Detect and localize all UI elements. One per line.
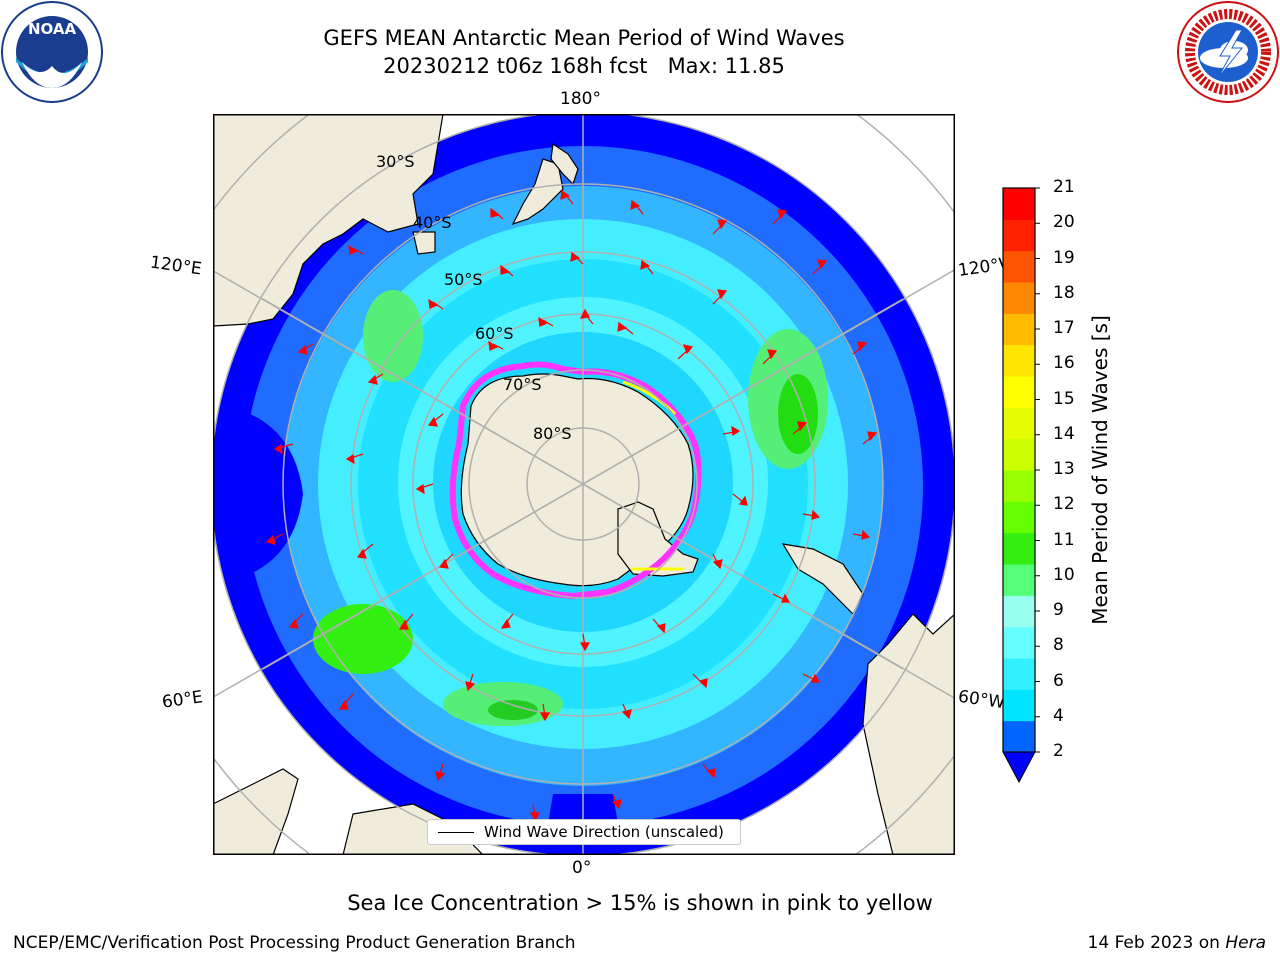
- map-legend: Wind Wave Direction (unscaled): [427, 819, 741, 845]
- colorbar-bin: [1003, 470, 1035, 502]
- colorbar-bin: [1003, 438, 1035, 471]
- colorbar-tick-label: 2: [1053, 741, 1064, 761]
- lon-label-180: 180°: [560, 89, 601, 109]
- colorbar-tick-label: 21: [1053, 177, 1075, 197]
- chart-title: GEFS MEAN Antarctic Mean Period of Wind …: [323, 26, 845, 50]
- chart-subtitle: 20230212 t06z 168h fcst Max: 11.85: [383, 54, 785, 78]
- colorbar-tick-label: 18: [1053, 282, 1075, 303]
- colorbar-bin: [1003, 720, 1035, 753]
- africa-land: [213, 768, 299, 855]
- noaa-logo-text: NOAA: [28, 20, 77, 38]
- legend-line-icon: [438, 831, 474, 833]
- colorbar-tick-label: 12: [1053, 494, 1075, 515]
- arrow-ring-outer: [265, 189, 878, 822]
- colorbar-extend-triangle: [1002, 751, 1036, 784]
- colorbar-bin: [1003, 313, 1035, 346]
- sea-ice-yellow-east: [622, 380, 677, 416]
- colorbar-bin: [1003, 376, 1035, 408]
- footer-date-text: 14 Feb 2023 on: [1087, 933, 1226, 953]
- lon-label-0: 0°: [572, 858, 592, 878]
- colorbar-bin: [1003, 282, 1035, 314]
- antarctic-peninsula: [617, 501, 699, 577]
- lat-label-30s: 30°S: [376, 152, 415, 171]
- colorbar-bin: [1003, 501, 1035, 534]
- colorbar-bin: [1003, 250, 1035, 283]
- noaa-logo: NOAA: [0, 0, 104, 104]
- colorbar-bin: [1003, 595, 1035, 628]
- lat-label-40s: 40°S: [413, 213, 452, 232]
- polar-map: [213, 114, 955, 855]
- colorbar-bin: [1003, 407, 1035, 440]
- footer-date: 14 Feb 2023 on Hera: [1088, 933, 1266, 953]
- colorbar-tick-label: 9: [1053, 600, 1064, 620]
- lat-label-60s: 60°S: [475, 324, 514, 343]
- colorbar-tick-label: 15: [1053, 388, 1075, 409]
- sea-ice-caption: Sea Ice Concentration > 15% is shown in …: [347, 891, 933, 915]
- wave-patch-south: [313, 604, 413, 674]
- legend-label: Wind Wave Direction (unscaled): [484, 823, 724, 841]
- colorbar-tick-label: 14: [1053, 423, 1075, 444]
- colorbar-tick-label: 13: [1053, 459, 1075, 479]
- wind-wave-arrows: [265, 189, 878, 822]
- new-zealand-south: [511, 158, 564, 226]
- lat-label-70s: 70°S: [503, 375, 542, 394]
- wave-patch-east-core: [778, 374, 818, 454]
- colorbar-tick-label: 6: [1053, 670, 1064, 691]
- colorbar-bin: [1003, 564, 1035, 596]
- colorbar-tick-label: 8: [1053, 635, 1064, 656]
- colorbar-tick-label: 11: [1053, 529, 1075, 550]
- colorbar-bin: [1003, 658, 1035, 690]
- colorbar-tick-label: 17: [1053, 318, 1075, 338]
- tasmania-land: [412, 231, 436, 255]
- colorbar-bin: [1003, 219, 1035, 252]
- colorbar-tick-label: 20: [1053, 212, 1075, 233]
- lat-label-80s: 80°S: [533, 424, 572, 443]
- wave-patch-south-3: [488, 700, 538, 720]
- colorbar-bin: [1003, 626, 1035, 659]
- colorbar-tick-label: 4: [1053, 705, 1064, 726]
- nws-logo: [1176, 0, 1280, 104]
- australia-land: [213, 114, 444, 327]
- arrow-ring-inner: [415, 308, 748, 652]
- lon-label-120e: 120°E: [148, 252, 203, 280]
- colorbar-bin: [1003, 344, 1035, 377]
- colorbar-bin: [1003, 532, 1035, 565]
- footer-host: Hera: [1225, 933, 1266, 953]
- south-america-land: [862, 554, 955, 855]
- lon-label-60e: 60°E: [160, 687, 205, 713]
- lon-label-60w: 60°W: [956, 686, 1007, 714]
- colorbar-bin: [1003, 188, 1035, 220]
- arrow-ring-middle: [345, 251, 821, 722]
- colorbar: [1000, 186, 1040, 786]
- footer-credit: NCEP/EMC/Verification Post Processing Pr…: [13, 933, 576, 953]
- colorbar-tick-label: 10: [1053, 564, 1075, 585]
- colorbar-bin: [1003, 689, 1035, 722]
- colorbar-tick-label: 16: [1053, 353, 1075, 374]
- colorbar-tick-label: 19: [1053, 247, 1075, 268]
- lat-label-50s: 50°S: [444, 270, 483, 289]
- wave-patch-west: [363, 290, 423, 382]
- colorbar-label: Mean Period of Wind Waves [s]: [1088, 315, 1112, 625]
